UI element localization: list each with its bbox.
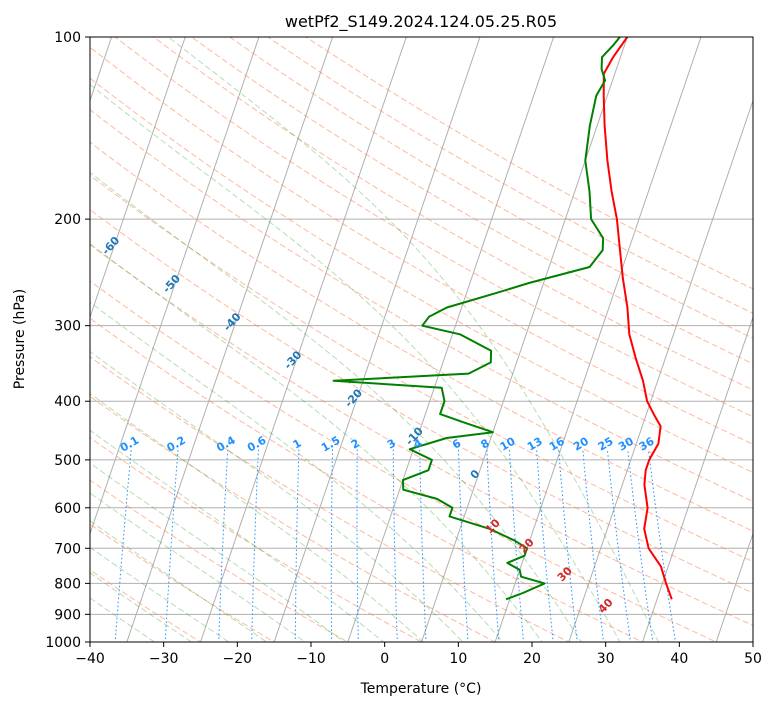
- dry-adiabat: [90, 280, 718, 642]
- dry-adiabat: [90, 437, 423, 642]
- y-tick-label: 700: [54, 541, 81, 557]
- y-tick-label: 200: [54, 212, 81, 228]
- dry-adiabat: [114, 37, 753, 418]
- y-tick-label: 500: [54, 453, 81, 469]
- moist-adiabat: [90, 392, 424, 642]
- plot-frame: [89, 36, 754, 643]
- isotherm-line: [494, 37, 702, 642]
- dry-adiabat: [90, 356, 570, 642]
- moist-adiabat: [90, 520, 268, 642]
- dry-adiabat: [90, 395, 497, 642]
- isotherm-line: [347, 37, 555, 642]
- dewpoint-profile: [332, 37, 621, 601]
- dry-adiabat: [90, 141, 753, 532]
- x-axis: −40 −30 −20 −10 0 10 20 30 40 50: [75, 642, 762, 667]
- dry-adiabat: [228, 37, 753, 339]
- chart-title: wetPf2_S149.2024.124.05.25.R05: [285, 12, 557, 32]
- temperature-profile: [602, 37, 673, 600]
- dry-adiabat: [152, 37, 753, 391]
- dry-adiabat: [90, 174, 753, 563]
- y-axis: 100 200 300 400 500 600 700 800 900 1000: [45, 30, 90, 651]
- moist-adiabat: [90, 171, 582, 642]
- moist-adiabat: [90, 546, 230, 642]
- moist-adiabat: [90, 301, 504, 642]
- y-axis-label: Pressure (hPa): [12, 289, 28, 389]
- x-tick-label: −10: [296, 651, 326, 667]
- y-tick-label: 100: [54, 30, 81, 46]
- y-tick-label: 900: [54, 607, 81, 623]
- isotherm-line: [126, 37, 334, 642]
- x-tick-label: 10: [449, 651, 467, 667]
- x-tick-label: −20: [223, 651, 253, 667]
- y-tick-label: 400: [54, 394, 81, 410]
- dry-adiabat: [90, 569, 202, 642]
- x-tick-label: −30: [149, 651, 179, 667]
- y-tick-label: 600: [54, 501, 81, 517]
- x-tick-label: 50: [744, 651, 762, 667]
- isotherm-line: [420, 37, 628, 642]
- isotherm-line: [273, 37, 481, 642]
- x-axis-label: Temperature (°C): [360, 681, 482, 697]
- x-tick-label: 0: [380, 651, 389, 667]
- y-tick-label: 300: [54, 319, 81, 335]
- dry-adiabat: [90, 77, 753, 473]
- moist-adiabat: [90, 429, 385, 642]
- moist-adiabat: [90, 492, 306, 642]
- moist-adiabat: [167, 37, 660, 642]
- mixing-ratio-line: [606, 449, 632, 642]
- moist-adiabat: [90, 243, 543, 642]
- dry-adiabat: [90, 479, 349, 642]
- y-tick-label: 1000: [45, 635, 81, 651]
- moist-adiabat: [90, 350, 464, 642]
- x-tick-label: 30: [597, 651, 615, 667]
- isotherm-line: [90, 37, 260, 536]
- dry-adiabat: [90, 208, 753, 594]
- plot-grid: [90, 37, 753, 642]
- isotherm-line: [641, 315, 753, 642]
- dry-adiabat: [90, 317, 644, 642]
- x-tick-label: 20: [523, 651, 541, 667]
- plot-lines: [332, 37, 673, 601]
- isotherm-line: [199, 37, 407, 642]
- isotherm-line: [90, 37, 186, 319]
- isotherm-line: [715, 532, 753, 642]
- dry-adiabat: [90, 523, 276, 642]
- x-tick-label: −40: [75, 651, 105, 667]
- moist-adiabat: [90, 83, 621, 642]
- x-tick-label: 40: [670, 651, 688, 667]
- y-tick-label: 800: [54, 576, 81, 592]
- isotherm-line: [568, 99, 753, 642]
- dry-adiabat: [90, 244, 753, 626]
- dry-adiabat: [266, 37, 753, 314]
- mixing-ratio-line: [627, 449, 654, 642]
